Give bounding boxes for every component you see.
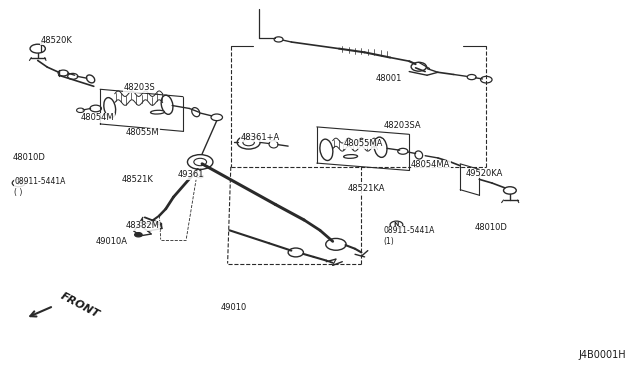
Circle shape [211, 114, 223, 121]
Ellipse shape [197, 175, 204, 178]
Circle shape [274, 37, 283, 42]
Circle shape [30, 44, 45, 53]
Text: 48010D: 48010D [474, 223, 507, 232]
Text: 48203S: 48203S [124, 83, 156, 92]
Text: 48520K: 48520K [41, 36, 73, 45]
Ellipse shape [344, 155, 358, 158]
Circle shape [237, 136, 260, 149]
Text: 48203SA: 48203SA [384, 121, 421, 130]
Text: 08911-5441A
( ): 08911-5441A ( ) [14, 177, 65, 197]
Circle shape [90, 105, 101, 112]
Text: 48054M: 48054M [81, 113, 115, 122]
Ellipse shape [161, 95, 173, 114]
Ellipse shape [150, 110, 164, 114]
Text: N: N [394, 222, 399, 227]
Circle shape [77, 108, 84, 112]
Circle shape [411, 62, 426, 71]
Ellipse shape [374, 137, 387, 157]
Text: 49010: 49010 [221, 303, 247, 312]
Circle shape [467, 74, 476, 80]
Circle shape [58, 70, 68, 76]
Text: 49520KA: 49520KA [465, 169, 502, 178]
Ellipse shape [320, 139, 333, 160]
Ellipse shape [104, 97, 116, 118]
Ellipse shape [86, 75, 95, 83]
Text: 49361: 49361 [177, 170, 204, 179]
Text: 48521KA: 48521KA [348, 185, 385, 193]
Ellipse shape [415, 151, 422, 159]
Text: N: N [16, 180, 21, 186]
Circle shape [481, 76, 492, 83]
Text: 48001: 48001 [376, 74, 403, 83]
Text: FRONT: FRONT [59, 291, 101, 319]
Circle shape [12, 179, 25, 187]
Text: 48010D: 48010D [13, 153, 45, 162]
Text: 08911-5441A
(1): 08911-5441A (1) [384, 226, 435, 246]
Circle shape [397, 148, 408, 154]
Text: 48521K: 48521K [121, 175, 153, 184]
Text: 48382M: 48382M [125, 221, 159, 230]
Circle shape [390, 221, 403, 228]
Text: 48055M: 48055M [126, 128, 159, 137]
Text: 48054MA: 48054MA [411, 160, 451, 170]
Circle shape [243, 139, 254, 146]
Circle shape [504, 187, 516, 194]
Circle shape [288, 248, 303, 257]
Text: 48055MA: 48055MA [344, 140, 383, 148]
Circle shape [68, 73, 78, 79]
Circle shape [194, 158, 207, 166]
Circle shape [134, 232, 142, 237]
Ellipse shape [192, 108, 200, 117]
Text: 48361+A: 48361+A [241, 133, 280, 142]
Circle shape [326, 238, 346, 250]
Circle shape [188, 155, 213, 169]
Ellipse shape [269, 141, 278, 148]
Text: 49010A: 49010A [96, 237, 128, 246]
Text: J4B0001H: J4B0001H [579, 350, 626, 359]
